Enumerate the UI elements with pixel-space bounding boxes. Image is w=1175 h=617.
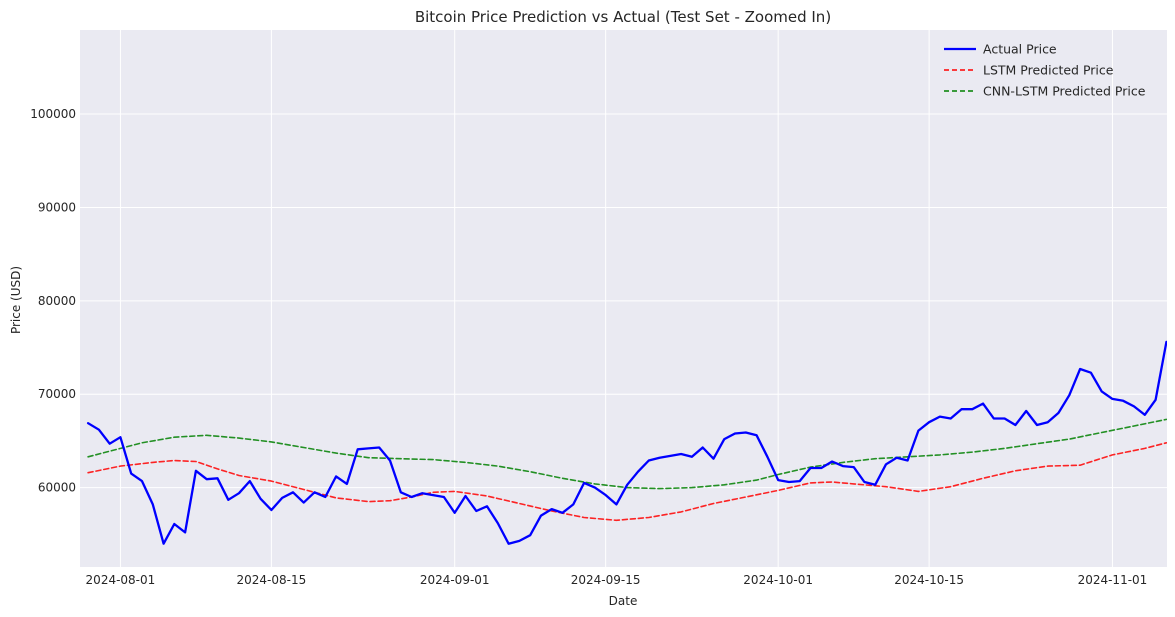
legend-label-lstm-predicted-price: LSTM Predicted Price xyxy=(983,63,1114,78)
chart-title: Bitcoin Price Prediction vs Actual (Test… xyxy=(415,8,831,26)
x-tick-label: 2024-11-01 xyxy=(1078,573,1148,587)
x-tick-label: 2024-09-15 xyxy=(571,573,641,587)
legend-label-actual-price: Actual Price xyxy=(983,42,1057,57)
legend-label-cnn-lstm-predicted-price: CNN-LSTM Predicted Price xyxy=(983,84,1146,99)
y-tick-label: 90000 xyxy=(38,200,76,214)
y-tick-label: 80000 xyxy=(38,294,76,308)
series-layer xyxy=(86,340,1167,545)
legend: Actual Price LSTM Predicted Price CNN-LSTM… xyxy=(944,42,1146,99)
grid-lines xyxy=(80,30,1167,567)
y-axis-label: Price (USD) xyxy=(9,266,23,334)
x-axis-label: Date xyxy=(609,594,638,608)
y-tick-label: 70000 xyxy=(38,387,76,401)
x-tick-label: 2024-10-01 xyxy=(743,573,813,587)
y-tick-label: 60000 xyxy=(38,481,76,495)
y-axis-ticks: 60000 70000 80000 90000 100000 xyxy=(30,107,76,495)
x-tick-label: 2024-09-01 xyxy=(420,573,490,587)
x-tick-label: 2024-08-01 xyxy=(86,573,156,587)
x-axis-ticks: 2024-08-01 2024-08-15 2024-09-01 2024-09-15… xyxy=(86,573,1148,587)
y-tick-label: 100000 xyxy=(30,107,76,121)
series-line-actual-price xyxy=(86,340,1167,545)
x-tick-label: 2024-10-15 xyxy=(894,573,964,587)
plot-area xyxy=(80,30,1167,567)
x-tick-label: 2024-08-15 xyxy=(237,573,307,587)
series-line-cnn-lstm-predicted-price xyxy=(87,418,1167,490)
series-line-lstm-predicted-price xyxy=(87,442,1167,522)
